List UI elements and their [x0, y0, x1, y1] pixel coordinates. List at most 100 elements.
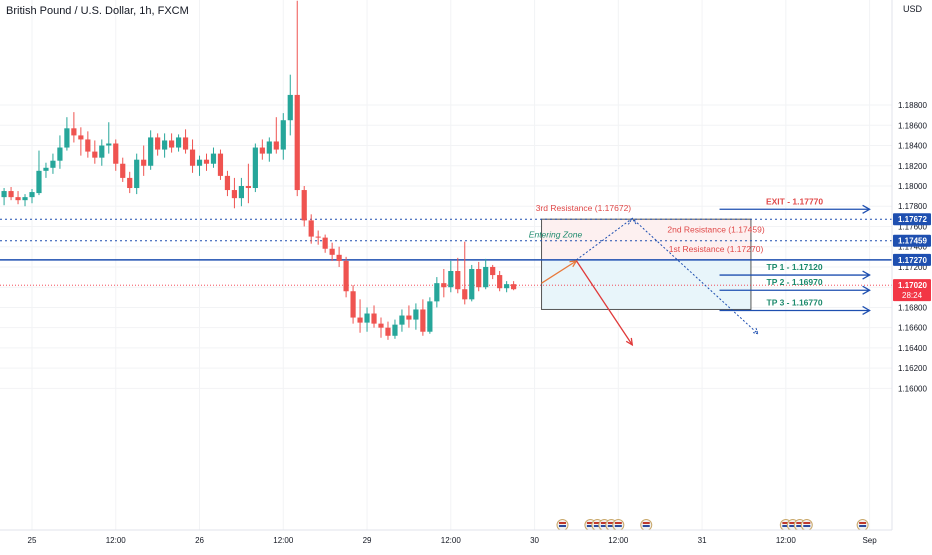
candle-body: [329, 248, 335, 255]
event-flag-stripe: [796, 525, 804, 527]
candle-body: [196, 159, 203, 166]
level-price-tag-bg: [893, 234, 931, 247]
candle-body: [175, 137, 182, 148]
level-price-tag-bg: [893, 253, 931, 266]
symbol-title: British Pound / U.S. Dollar, 1h, FXCM: [6, 5, 189, 17]
candle-body: [273, 141, 279, 150]
sell-arrow: [575, 260, 633, 346]
candle-body: [462, 289, 468, 300]
candle-body: [469, 268, 475, 300]
candle-body: [99, 145, 105, 158]
zone-lower-fill: [541, 259, 751, 310]
price-tick-label: 1.17400: [898, 243, 927, 252]
candle-body: [210, 153, 217, 164]
sell-arrow-head: [625, 337, 634, 347]
buy-arrow: [541, 260, 577, 284]
resistance-label: 2nd Resistance (1.17459): [667, 225, 765, 235]
time-tick-label: 12:00: [273, 536, 294, 545]
price-tick-label: 1.16600: [898, 324, 927, 333]
price-tick-label: 1.16000: [898, 384, 927, 393]
candle-body: [57, 147, 63, 161]
candle-body: [490, 266, 496, 276]
event-flag-stripe: [593, 522, 601, 524]
candle-body: [280, 120, 286, 150]
candle-body: [134, 159, 140, 189]
candle-body: [113, 143, 119, 164]
current-price-tag: 1.17020: [898, 281, 927, 290]
projection-arrowhead: [751, 327, 759, 335]
time-tick-label: 12:00: [776, 536, 797, 545]
candle-body: [504, 284, 510, 289]
time-tick-label: 26: [195, 536, 204, 545]
time-tick-label: 29: [363, 536, 372, 545]
candle-body: [50, 160, 56, 168]
candle-body: [511, 284, 517, 290]
candle-body: [378, 323, 384, 328]
candle-body: [64, 128, 70, 148]
target-arrowhead: [862, 270, 871, 280]
candle-body: [350, 291, 356, 318]
time-tick-label: 12:00: [441, 536, 462, 545]
event-flag-stripe: [593, 525, 601, 527]
candle-body: [182, 137, 189, 150]
time-tick-label: 12:00: [608, 536, 629, 545]
event-flag-stripe: [803, 525, 811, 527]
candle-body: [371, 313, 377, 324]
currency-label: USD: [902, 4, 922, 14]
candle-body: [1, 191, 7, 198]
event-flag-stripe: [586, 522, 594, 524]
price-tick-label: 1.18800: [898, 101, 927, 110]
candle-body: [322, 237, 328, 249]
candle-body: [245, 186, 251, 189]
event-flag-stripe: [600, 522, 608, 524]
candle-body: [259, 147, 265, 154]
candle-body: [413, 309, 419, 320]
candle-body: [120, 163, 126, 178]
candle-body: [15, 197, 21, 201]
candle-body: [406, 315, 412, 320]
price-axis-bg: [892, 0, 932, 550]
price-tick-label: 1.18400: [898, 142, 927, 151]
event-flag-stripe: [859, 522, 867, 524]
time-tick-label: 30: [530, 536, 539, 545]
candle-body: [399, 315, 405, 325]
candle-body: [43, 167, 49, 171]
candle-body: [224, 175, 231, 191]
candle-body: [420, 309, 426, 332]
current-price-tag-bg: [893, 279, 931, 302]
target-label: TP 1 - 1.17120: [767, 262, 823, 272]
price-tick-label: 1.16800: [898, 303, 927, 312]
target-arrowhead: [862, 285, 871, 295]
event-flag-stripe: [607, 525, 615, 527]
event-flag-stripe: [614, 522, 622, 524]
candle-body: [127, 177, 133, 189]
candle-body: [294, 94, 300, 191]
price-tick-label: 1.18000: [898, 182, 927, 191]
candle-body: [238, 186, 244, 199]
candle-body: [357, 317, 363, 323]
candle-body: [78, 135, 84, 140]
candle-body: [162, 140, 168, 150]
target-label: EXIT - 1.17770: [766, 196, 823, 206]
candle-body: [217, 153, 224, 176]
candle-body: [434, 283, 440, 302]
candle-body: [343, 260, 349, 292]
time-tick-label: 12:00: [106, 536, 127, 545]
target-label: TP 2 - 1.16970: [767, 277, 823, 287]
candle-body: [315, 236, 321, 238]
level-price-tag: 1.17459: [898, 237, 927, 246]
candle-body: [22, 197, 28, 201]
target-label: TP 3 - 1.16770: [767, 297, 823, 307]
candle-body: [483, 266, 489, 288]
level-price-tag-bg: [893, 213, 931, 226]
level-price-tag: 1.17270: [898, 256, 927, 265]
candle-body: [392, 324, 398, 336]
candle-body: [71, 128, 77, 136]
zone-upper-fill: [541, 219, 751, 260]
candle-body: [29, 192, 35, 198]
event-flag-stripe: [859, 525, 867, 527]
candle-body: [427, 301, 433, 332]
event-flag-stripe: [607, 522, 615, 524]
